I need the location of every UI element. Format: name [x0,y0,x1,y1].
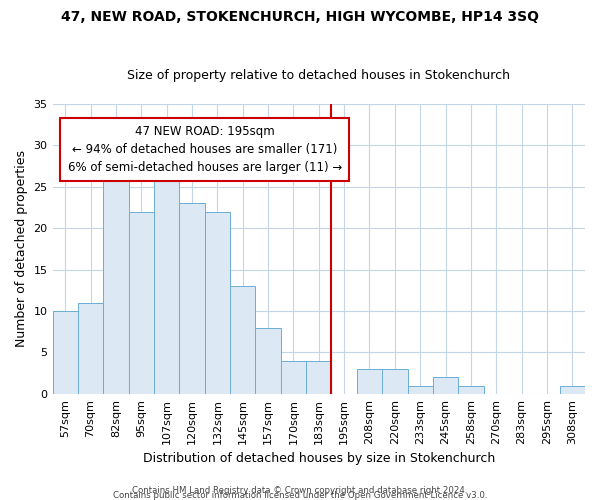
Bar [78,302,103,394]
Text: 47 NEW ROAD: 195sqm
← 94% of detached houses are smaller (171)
6% of semi-detach: 47 NEW ROAD: 195sqm ← 94% of detached ho… [68,124,342,174]
Text: 47, NEW ROAD, STOKENCHURCH, HIGH WYCOMBE, HP14 3SQ: 47, NEW ROAD, STOKENCHURCH, HIGH WYCOMBE… [61,10,539,24]
Bar [205,212,230,394]
Bar [433,377,458,394]
Bar [306,360,331,394]
Bar [357,369,382,394]
Bar [407,386,433,394]
Bar [281,360,306,394]
Bar [154,170,179,394]
Bar [458,386,484,394]
Bar [382,369,407,394]
Bar [179,204,205,394]
Bar [230,286,256,394]
Bar [256,328,281,394]
Bar [53,311,78,394]
Text: Contains HM Land Registry data © Crown copyright and database right 2024.: Contains HM Land Registry data © Crown c… [132,486,468,495]
Title: Size of property relative to detached houses in Stokenchurch: Size of property relative to detached ho… [127,69,510,82]
Bar [128,212,154,394]
Y-axis label: Number of detached properties: Number of detached properties [15,150,28,348]
X-axis label: Distribution of detached houses by size in Stokenchurch: Distribution of detached houses by size … [143,452,495,465]
Bar [103,162,128,394]
Text: Contains public sector information licensed under the Open Government Licence v3: Contains public sector information licen… [113,491,487,500]
Bar [560,386,585,394]
